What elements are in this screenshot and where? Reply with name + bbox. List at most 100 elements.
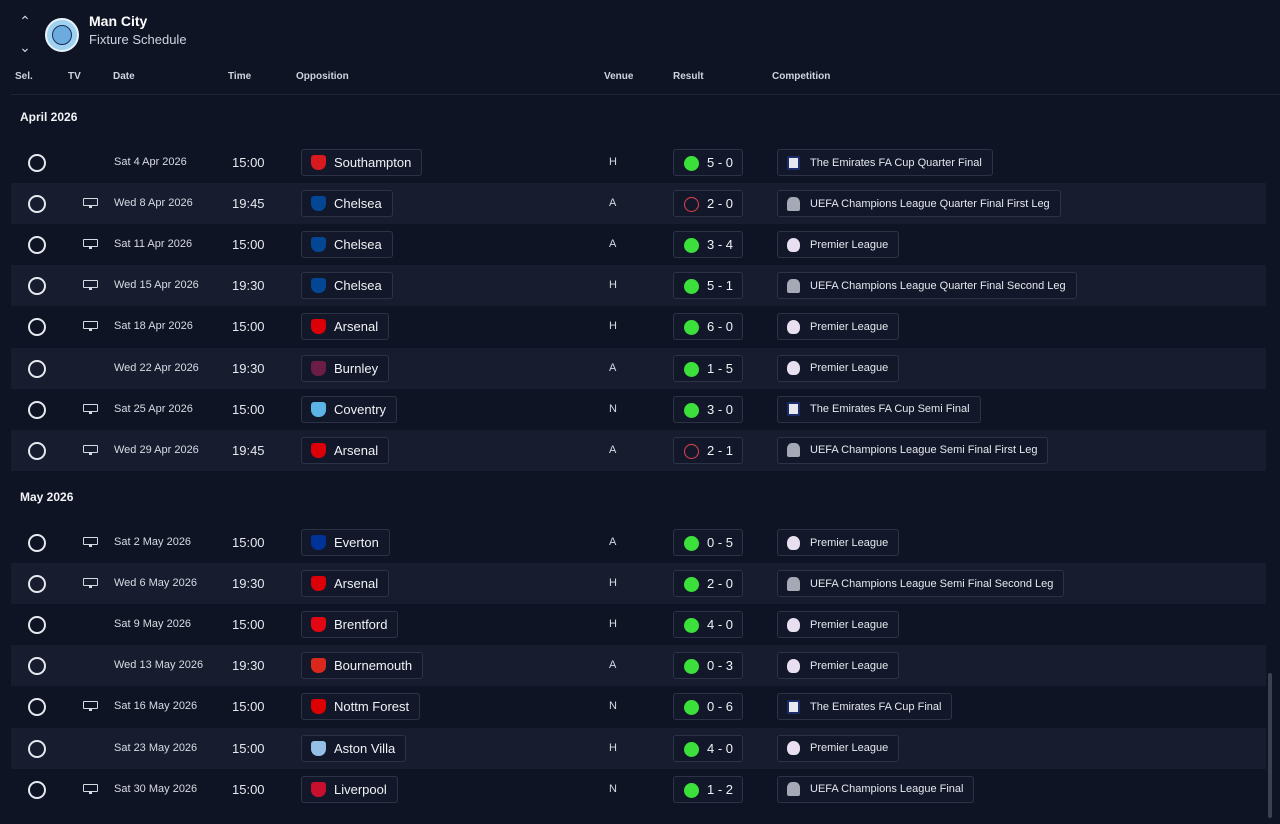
fixture-time: 19:45 (232, 442, 265, 458)
select-radio[interactable] (28, 400, 46, 419)
fixture-row[interactable]: Sat 11 Apr 2026 15:00 Chelsea A 3 - 4 Premier… (11, 224, 1266, 265)
fa-cup-icon (787, 699, 800, 714)
opponent-button[interactable]: Chelsea (301, 272, 393, 300)
fixture-row[interactable]: Sat 4 Apr 2026 15:00 Southampton H 5 - 0 The … (11, 142, 1266, 183)
club-name[interactable]: Man City (89, 13, 148, 29)
select-radio[interactable] (28, 277, 46, 296)
fixture-row[interactable]: Wed 15 Apr 2026 19:30 Chelsea H 5 - 1 UEFA Ch… (11, 265, 1266, 307)
competition-button[interactable]: UEFA Champions League Quarter Final Seco… (777, 272, 1077, 300)
scrollbar[interactable] (1268, 673, 1272, 818)
select-radio[interactable] (28, 318, 46, 337)
loss-circle-icon (684, 197, 699, 213)
competition-button[interactable]: Premier League (777, 529, 900, 556)
select-radio[interactable] (28, 780, 46, 799)
column-header-date[interactable]: Date (113, 71, 135, 82)
competition-button[interactable]: The Emirates FA Cup Quarter Final (777, 149, 993, 176)
opponent-button[interactable]: Burnley (301, 354, 390, 382)
opponent-button[interactable]: Arsenal (301, 436, 390, 464)
competition-name: Premier League (810, 238, 889, 251)
select-radio[interactable] (28, 616, 46, 635)
opponent-button[interactable]: Nottm Forest (301, 693, 421, 721)
select-radio[interactable] (28, 534, 46, 552)
result-button[interactable]: 6 - 0 (673, 313, 743, 341)
opponent-button[interactable]: Chelsea (301, 231, 393, 259)
competition-button[interactable]: Premier League (777, 652, 900, 680)
column-header-competition[interactable]: Competition (772, 71, 831, 82)
result-button[interactable]: 1 - 5 (673, 354, 743, 382)
fixture-row[interactable]: Sat 25 Apr 2026 15:00 Coventry N 3 - 0 The Em… (11, 389, 1266, 430)
venue: H (609, 577, 617, 590)
result-button[interactable]: 4 - 0 (673, 734, 743, 762)
column-header-venue[interactable]: Venue (604, 71, 634, 82)
competition-button[interactable]: UEFA Champions League Semi Final Second … (777, 570, 1065, 598)
result-button[interactable]: 3 - 0 (673, 395, 743, 423)
result-button[interactable]: 3 - 4 (673, 231, 743, 259)
competition-button[interactable]: Premier League (777, 734, 900, 762)
chevron-up-icon[interactable]: ⌃ (19, 13, 31, 29)
competition-button[interactable]: Premier League (777, 313, 900, 341)
result-button[interactable]: 0 - 3 (673, 652, 743, 680)
opponent-button[interactable]: Chelsea (301, 190, 393, 218)
column-header-time[interactable]: Time (228, 71, 252, 82)
competition-button[interactable]: UEFA Champions League Semi Final First L… (777, 436, 1049, 464)
competition-button[interactable]: UEFA Champions League Final (777, 775, 975, 803)
fixture-row[interactable]: Sat 9 May 2026 15:00 Brentford H 4 - 0 Premie… (11, 604, 1266, 645)
select-radio[interactable] (28, 359, 46, 378)
select-radio[interactable] (28, 441, 46, 460)
result-button[interactable]: 2 - 0 (673, 570, 743, 598)
fixture-row[interactable]: Sat 2 May 2026 15:00 Everton A 0 - 5 Premier … (11, 522, 1266, 563)
opponent-button[interactable]: Everton (301, 529, 390, 556)
opponent-button[interactable]: Brentford (301, 611, 399, 639)
competition-button[interactable]: Premier League (777, 231, 900, 259)
opponent-button[interactable]: Coventry (301, 395, 398, 423)
fixture-row[interactable]: Wed 6 May 2026 19:30 Arsenal H 2 - 0 UEFA Cha… (11, 563, 1266, 605)
result-button[interactable]: 0 - 6 (673, 693, 743, 721)
competition-button[interactable]: UEFA Champions League Quarter Final Firs… (777, 190, 1061, 218)
select-radio[interactable] (28, 657, 46, 676)
select-radio[interactable] (28, 575, 46, 594)
opponent-button[interactable]: Aston Villa (301, 734, 407, 762)
competition-name: Premier League (810, 618, 889, 631)
opponent-button[interactable]: Southampton (301, 149, 423, 176)
month-heading: May 2026 (20, 490, 74, 504)
result-button[interactable]: 5 - 0 (673, 149, 743, 176)
select-radio[interactable] (28, 236, 46, 255)
result-button[interactable]: 2 - 1 (673, 436, 743, 464)
fixture-date: Wed 29 Apr 2026 (114, 443, 199, 456)
fixture-row[interactable]: Sat 18 Apr 2026 15:00 Arsenal H 6 - 0 Premier… (11, 306, 1266, 347)
opponent-name: Liverpool (334, 781, 387, 797)
fixture-row[interactable]: Sat 23 May 2026 15:00 Aston Villa H 4 - 0 Pre… (11, 727, 1266, 769)
competition-button[interactable]: Premier League (777, 354, 900, 382)
club-badge-icon (311, 237, 326, 253)
competition-name: Premier League (810, 742, 889, 754)
fixture-row[interactable]: Wed 29 Apr 2026 19:45 Arsenal A 2 - 1 UEFA Ch… (11, 429, 1266, 471)
column-header-opposition[interactable]: Opposition (296, 71, 349, 82)
competition-button[interactable]: The Emirates FA Cup Final (777, 693, 953, 721)
opponent-button[interactable]: Arsenal (301, 570, 390, 598)
select-radio[interactable] (28, 195, 46, 214)
select-radio[interactable] (28, 154, 46, 172)
result-button[interactable]: 2 - 0 (673, 190, 743, 218)
opponent-button[interactable]: Bournemouth (301, 652, 424, 680)
fixture-row[interactable]: Wed 13 May 2026 19:30 Bournemouth A 0 - 3 Pre… (11, 645, 1266, 687)
chevron-down-icon[interactable]: ⌄ (19, 39, 31, 55)
fixture-row[interactable]: Sat 16 May 2026 15:00 Nottm Forest N 0 - 6 Th… (11, 686, 1266, 727)
select-radio[interactable] (28, 739, 46, 758)
premier-league-icon (787, 361, 800, 375)
result-button[interactable]: 4 - 0 (673, 611, 743, 639)
fixture-row[interactable]: Sat 30 May 2026 15:00 Liverpool N 1 - 2 UEFA … (11, 769, 1266, 810)
result-button[interactable]: 1 - 2 (673, 775, 743, 803)
opponent-button[interactable]: Liverpool (301, 775, 398, 803)
competition-button[interactable]: The Emirates FA Cup Semi Final (777, 395, 981, 423)
fixture-row[interactable]: Wed 22 Apr 2026 19:30 Burnley A 1 - 5 Premier… (11, 347, 1266, 389)
select-radio[interactable] (28, 698, 46, 717)
tv-icon (83, 198, 98, 209)
competition-button[interactable]: Premier League (777, 611, 900, 639)
column-header-sel[interactable]: Sel. (15, 71, 33, 82)
fixture-row[interactable]: Wed 8 Apr 2026 19:45 Chelsea A 2 - 0 UEFA Cha… (11, 183, 1266, 225)
result-button[interactable]: 5 - 1 (673, 272, 743, 300)
result-button[interactable]: 0 - 5 (673, 529, 743, 556)
column-header-result[interactable]: Result (673, 71, 704, 82)
opponent-button[interactable]: Arsenal (301, 313, 390, 341)
column-header-tv[interactable]: TV (68, 71, 81, 82)
